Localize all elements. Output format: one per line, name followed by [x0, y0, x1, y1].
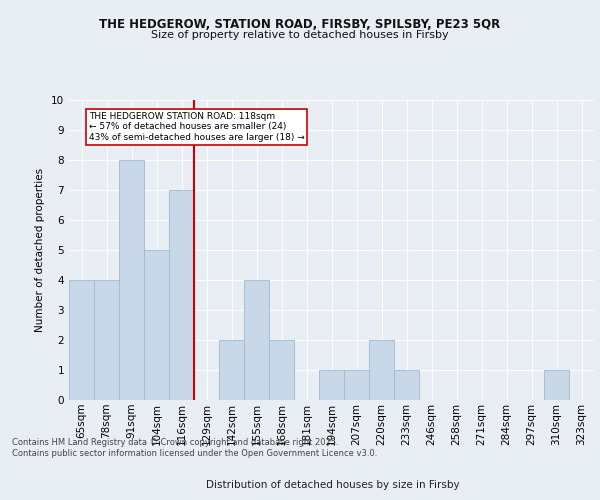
Bar [319, 370, 344, 400]
Text: THE HEDGEROW STATION ROAD: 118sqm
← 57% of detached houses are smaller (24)
43% : THE HEDGEROW STATION ROAD: 118sqm ← 57% … [89, 112, 305, 142]
Text: Contains HM Land Registry data © Crown copyright and database right 2025.
Contai: Contains HM Land Registry data © Crown c… [12, 438, 377, 458]
Bar [219, 340, 244, 400]
Bar [69, 280, 94, 400]
Y-axis label: Number of detached properties: Number of detached properties [35, 168, 46, 332]
Bar [94, 280, 119, 400]
Text: Size of property relative to detached houses in Firsby: Size of property relative to detached ho… [151, 30, 449, 40]
Bar [369, 340, 394, 400]
Bar [394, 370, 419, 400]
Text: THE HEDGEROW, STATION ROAD, FIRSBY, SPILSBY, PE23 5QR: THE HEDGEROW, STATION ROAD, FIRSBY, SPIL… [100, 18, 500, 30]
Bar [244, 280, 269, 400]
Bar [544, 370, 569, 400]
Bar [269, 340, 294, 400]
Bar [344, 370, 369, 400]
Bar [169, 190, 194, 400]
Bar [144, 250, 169, 400]
Bar [119, 160, 144, 400]
Text: Distribution of detached houses by size in Firsby: Distribution of detached houses by size … [206, 480, 460, 490]
